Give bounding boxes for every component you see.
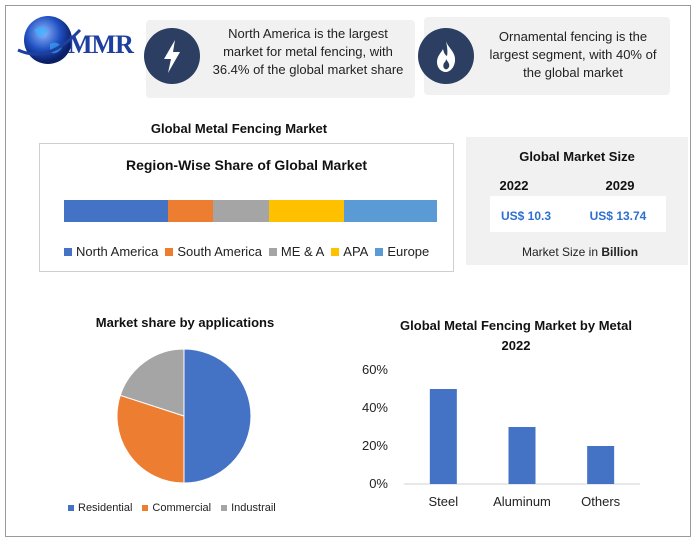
region-bar-segment-apa <box>269 200 344 222</box>
legend-label: Residential <box>78 502 133 514</box>
legend-label: ME & A <box>280 244 325 259</box>
pie-legend-item: Commercial <box>142 502 211 514</box>
region-legend-item: South America <box>165 244 262 259</box>
pie-slice-commercial <box>116 394 185 484</box>
callout-text: Ornamental fencing is the largest segmen… <box>489 29 657 80</box>
market-size-note-unit: Billion <box>601 245 639 259</box>
region-legend: North America South America ME & A APA Europ… <box>64 244 436 259</box>
market-size-year-2022: 2022 <box>499 178 529 193</box>
pie-legend-item: Industrail <box>221 502 276 514</box>
region-legend-item: North America <box>64 244 158 259</box>
applications-pie-chart <box>116 348 252 484</box>
market-size-panel: Global Market Size 2022 2029 US$ 10.3 US… <box>466 137 688 265</box>
legend-swatch <box>375 247 384 256</box>
callout-north-america: North America is the largest market for … <box>144 20 415 98</box>
region-legend-item: ME & A <box>268 244 325 259</box>
legend-label: Industrail <box>231 502 276 514</box>
x-tick-label: Steel <box>429 494 459 509</box>
pie-legend-item: Residential <box>68 502 132 514</box>
region-stacked-bar <box>64 200 437 222</box>
metal-bar-steel <box>429 389 457 484</box>
globe-icon <box>17 16 82 64</box>
brand-logo <box>14 10 144 70</box>
y-tick-label: 0% <box>369 476 388 491</box>
legend-swatch <box>142 505 149 511</box>
legend-swatch <box>64 247 72 256</box>
page-frame <box>5 5 691 537</box>
y-tick-label: 60% <box>362 362 388 377</box>
legend-label: North America <box>76 244 159 259</box>
callout-icon-circle <box>144 28 200 84</box>
region-share-panel: Region-Wise Share of Global Market North… <box>39 143 454 272</box>
region-bar-segment-me-a <box>213 200 270 222</box>
y-tick-label: 40% <box>362 400 388 415</box>
region-chart-title: Region-Wise Share of Global Market <box>125 157 368 173</box>
metal-bar-chart: 0% 20% 40% 60% Steel Aluminum Others <box>362 362 640 509</box>
region-legend-item: Europe <box>375 244 429 259</box>
legend-label: South America <box>177 244 262 259</box>
market-size-value-2022: US$ 10.3 <box>500 209 552 223</box>
lightning-icon <box>164 40 180 73</box>
legend-label: APA <box>343 244 369 259</box>
pie-legend: Residential Commercial Industrail <box>68 502 286 514</box>
pie-slice-industrail <box>119 348 185 417</box>
flame-icon <box>437 41 456 72</box>
main-title: Global Metal Fencing Market <box>150 121 328 136</box>
callout-text: North America is the largest market for … <box>212 26 404 77</box>
region-legend-item: APA <box>331 244 368 259</box>
region-bar-segment-south-america <box>168 200 214 222</box>
legend-swatch <box>331 247 340 256</box>
market-size-values-row: US$ 10.3 US$ 13.74 <box>490 196 666 232</box>
legend-label: Commercial <box>152 502 212 514</box>
metal-chart-title: Global Metal Fencing Market by Metal 202… <box>400 318 632 353</box>
metal-bar-aluminum <box>508 427 536 484</box>
legend-swatch <box>221 505 228 511</box>
brand-name: MMR <box>68 30 134 59</box>
metal-bar-others <box>587 446 615 484</box>
callout-ornamental: Ornamental fencing is the largest segmen… <box>418 17 670 95</box>
market-size-year-2029: 2029 <box>605 178 635 193</box>
market-size-title: Global Market Size <box>519 149 635 164</box>
y-tick-label: 20% <box>362 438 388 453</box>
pie-chart-title: Market share by applications <box>95 315 275 330</box>
legend-swatch <box>268 247 277 256</box>
region-bar-segment-north-america <box>64 200 169 222</box>
legend-label: Europe <box>387 244 430 259</box>
pie-slice-residential <box>183 348 252 484</box>
x-tick-label: Others <box>581 494 621 509</box>
market-size-note: Market Size in Billion <box>522 245 638 259</box>
market-size-note-prefix: Market Size in <box>522 245 602 259</box>
callout-icon-circle <box>418 28 474 84</box>
legend-swatch <box>68 505 74 511</box>
x-tick-label: Aluminum <box>493 494 551 509</box>
market-size-value-2029: US$ 13.74 <box>589 209 647 223</box>
legend-swatch <box>165 247 174 256</box>
region-bar-segment-europe <box>343 200 437 222</box>
